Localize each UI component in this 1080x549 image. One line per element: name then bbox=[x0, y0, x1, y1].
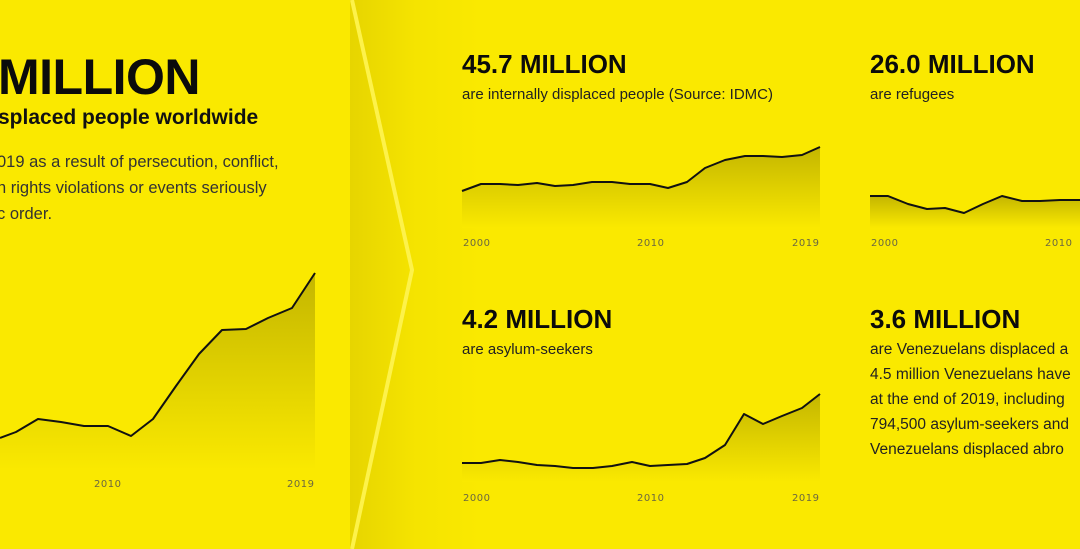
idp-label: are internally displaced people (Source:… bbox=[462, 86, 773, 103]
total-displaced-headline: MILLION bbox=[0, 49, 201, 105]
description-line: 4.5 million Venezuelans have bbox=[870, 366, 1071, 383]
total-displaced-subheadline: splaced people worldwide bbox=[0, 106, 259, 129]
tick-label: 2019 bbox=[792, 493, 820, 504]
tick-label: 2000 bbox=[463, 493, 491, 504]
venezuelans-description: are Venezuelans displaced a 4.5 million … bbox=[870, 337, 1071, 462]
refugees-chart bbox=[870, 195, 1080, 228]
total-displaced-description: 019 as a result of persecution, conflict… bbox=[0, 149, 279, 227]
tick-label: 2000 bbox=[463, 238, 491, 249]
tick-label: 2019 bbox=[792, 238, 820, 249]
description-line: n rights violations or events seriously bbox=[0, 179, 267, 197]
tick-label: 2010 bbox=[94, 479, 122, 490]
total-displaced-chart bbox=[0, 272, 316, 470]
idp-value: 45.7 MILLION bbox=[462, 49, 627, 79]
venezuelans-value: 3.6 MILLION bbox=[870, 304, 1021, 334]
tick-label: 2010 bbox=[637, 493, 665, 504]
description-line: 794,500 asylum-seekers and bbox=[870, 416, 1070, 433]
refugees-label: are refugees bbox=[870, 86, 955, 103]
tick-label: 2000 bbox=[871, 238, 899, 249]
description-line: 019 as a result of persecution, conflict… bbox=[0, 153, 279, 171]
tick-label: 2010 bbox=[1045, 238, 1073, 249]
refugees-value: 26.0 MILLION bbox=[870, 49, 1035, 79]
description-line: at the end of 2019, including bbox=[870, 391, 1065, 408]
asylum-value: 4.2 MILLION bbox=[462, 304, 613, 334]
asylum-label: are asylum-seekers bbox=[462, 341, 593, 358]
description-line: c order. bbox=[0, 205, 53, 223]
tick-label: 2010 bbox=[637, 238, 665, 249]
asylum-chart bbox=[462, 393, 821, 482]
description-line: Venezuelans displaced abro bbox=[870, 441, 1064, 458]
idp-chart bbox=[461, 146, 821, 228]
tick-label: 2019 bbox=[287, 479, 315, 490]
description-line: are Venezuelans displaced a bbox=[870, 341, 1069, 358]
